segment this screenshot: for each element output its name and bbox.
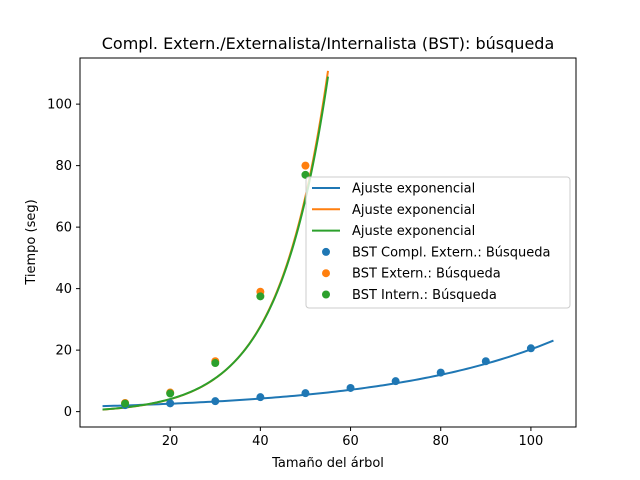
fit-line-3 xyxy=(102,76,329,411)
x-axis-label: Tamaño del árbol xyxy=(271,456,384,471)
series-3-point-4 xyxy=(256,292,265,301)
x-axis: 20 40 60 80 100 xyxy=(162,427,543,449)
series-1-point-4 xyxy=(256,393,265,402)
legend-label-fit-3: Ajuste exponencial xyxy=(352,224,475,239)
y-tick-label-40: 40 xyxy=(55,282,72,297)
x-tick-label-20: 20 xyxy=(162,434,179,449)
series-1-point-10 xyxy=(526,344,535,353)
legend-marker-swatch-1 xyxy=(322,247,330,256)
series-1-point-6 xyxy=(346,383,355,392)
series-1-point-3 xyxy=(211,397,220,406)
x-tick-label-80: 80 xyxy=(432,434,449,449)
chart-title: Compl. Extern./Externalista/Internalista… xyxy=(102,34,555,53)
legend-label-series-3: BST Intern.: Búsqueda xyxy=(352,288,497,303)
legend-marker-swatch-3 xyxy=(322,290,330,299)
plot-frame xyxy=(79,57,577,428)
legend-label-fit-2: Ajuste exponencial xyxy=(352,203,475,218)
series-1-point-9 xyxy=(481,357,490,366)
legend-box xyxy=(305,176,571,309)
series-1-point-2 xyxy=(166,399,175,408)
y-tick-label-100: 100 xyxy=(47,98,72,113)
legend-label-series-2: BST Extern.: Búsqueda xyxy=(352,267,501,282)
series-1-point-8 xyxy=(436,368,445,377)
series-3-point-3 xyxy=(211,359,220,368)
legend-label-series-1: BST Compl. Extern.: Búsqueda xyxy=(352,245,550,260)
series-2-point-5 xyxy=(301,161,310,170)
series-1-points xyxy=(121,344,535,410)
series-3-point-2 xyxy=(166,389,175,398)
fit-curves xyxy=(102,70,554,411)
plot-area xyxy=(79,57,577,428)
series-1-point-5 xyxy=(301,389,310,398)
legend-marker-swatch-2 xyxy=(322,269,330,278)
x-tick-label-60: 60 xyxy=(342,434,359,449)
fit-line-1 xyxy=(102,339,554,408)
series-1-point-7 xyxy=(391,377,400,386)
y-axis-label: Tiempo (seg) xyxy=(24,199,39,285)
y-tick-label-80: 80 xyxy=(55,159,72,174)
x-tick-label-100: 100 xyxy=(518,434,543,449)
legend: Ajuste exponencial Ajuste exponencial Ajus… xyxy=(305,176,571,309)
y-tick-label-60: 60 xyxy=(55,221,72,236)
series-3-point-1 xyxy=(121,399,130,408)
y-axis: 0 20 40 60 80 100 xyxy=(47,98,80,420)
y-tick-label-0: 0 xyxy=(64,405,72,420)
legend-label-fit-1: Ajuste exponencial xyxy=(352,182,475,197)
x-tick-label-40: 40 xyxy=(252,434,269,449)
y-tick-label-20: 20 xyxy=(55,344,72,359)
